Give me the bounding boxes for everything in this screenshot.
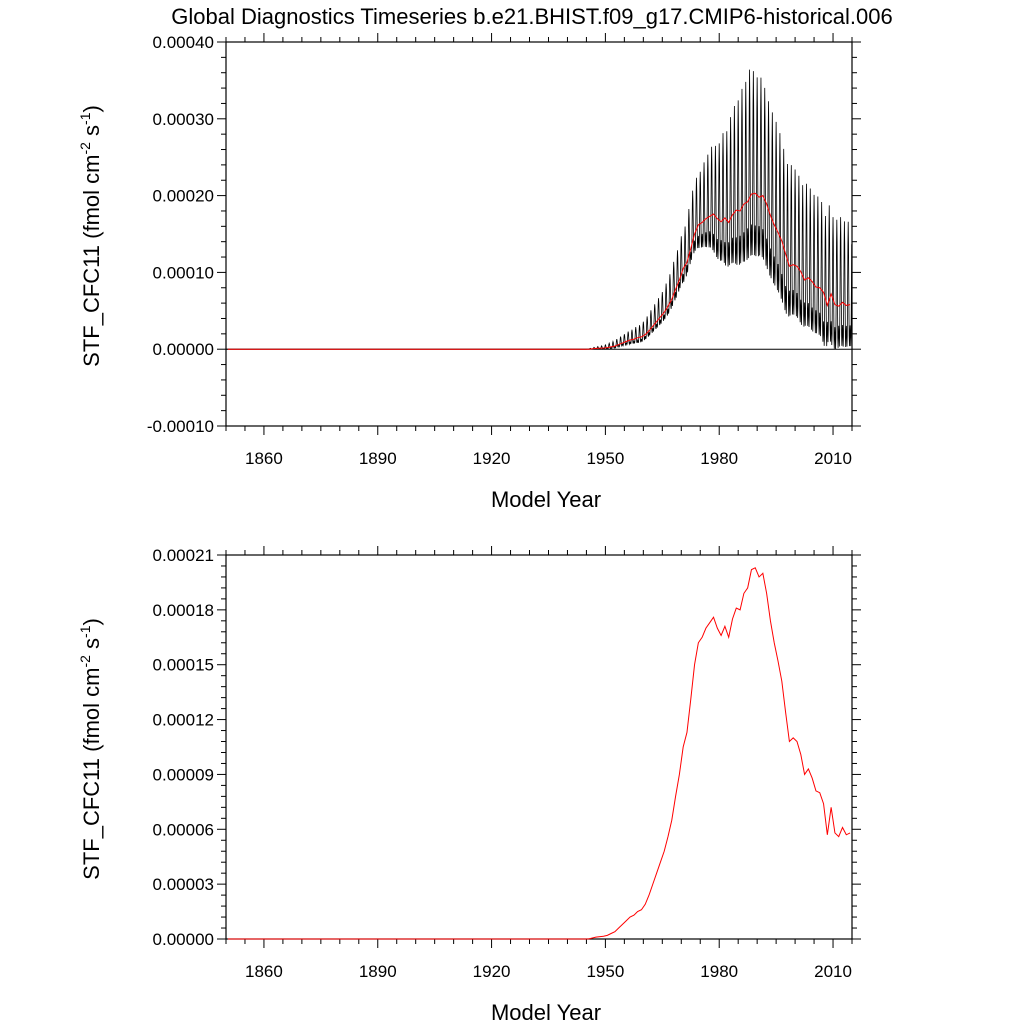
x-tick-label: 2010 [814, 962, 852, 981]
y-tick-label: 0.00030 [153, 110, 214, 129]
y-axis-label-text: STF_CFC11 (fmol cm [79, 155, 104, 367]
y-axis-label-text: s [79, 125, 104, 142]
y-axis-label: STF_CFC11 (fmol cm-2 s-1) [77, 105, 104, 367]
y-tick-label: 0.00009 [153, 765, 214, 784]
y-axis-label: STF_CFC11 (fmol cm-2 s-1) [77, 618, 104, 880]
y-tick-label: 0.00021 [153, 546, 214, 565]
x-axis-label: Model Year [491, 487, 601, 512]
plot-frame [225, 41, 853, 427]
y-tick-label: 0.00012 [153, 711, 214, 730]
y-tick-label: 0.00000 [153, 930, 214, 949]
y-axis-label-text: s [79, 638, 104, 655]
y-tick-label: 0.00040 [153, 33, 214, 52]
x-tick-label: 2010 [814, 449, 852, 468]
x-tick-label: 1860 [245, 962, 283, 981]
x-tick-label: 1890 [359, 449, 397, 468]
y-axis-label-text: ) [79, 618, 104, 625]
x-tick-label: 1980 [700, 449, 738, 468]
y-tick-label: 0.00018 [153, 601, 214, 620]
annual-mean-series-line [227, 567, 851, 940]
x-axis-label: Model Year [491, 1000, 601, 1024]
monthly-series-line [226, 69, 853, 350]
y-tick-label: 0.00006 [153, 820, 214, 839]
y-axis-label-text: STF_CFC11 (fmol cm [79, 668, 104, 880]
y-axis-label-exponent: -2 [77, 142, 93, 155]
y-tick-label: 0.00010 [153, 263, 214, 282]
bottom-panel-annual-mean: 1860 1890 1920 1950 1980 2010 0.00000 0.00003 0.… [77, 546, 861, 1024]
y-axis-label-exponent: -2 [77, 655, 93, 668]
y-axis-label-text: ) [79, 105, 104, 112]
x-tick-label: 1860 [245, 449, 283, 468]
x-tick-label: 1920 [473, 449, 511, 468]
plot-frame [225, 554, 853, 940]
figure-title: Global Diagnostics Timeseries b.e21.BHIS… [171, 4, 892, 29]
x-tick-label: 1920 [473, 962, 511, 981]
y-tick-label: 0.00020 [153, 187, 214, 206]
y-tick-label: 0.00000 [153, 340, 214, 359]
x-tick-label: 1980 [700, 962, 738, 981]
x-tick-label: 1890 [359, 962, 397, 981]
x-tick-label: 1950 [586, 962, 624, 981]
y-axis-label-exponent: -1 [77, 625, 93, 638]
y-tick-label: 0.00015 [153, 656, 214, 675]
y-axis-label-exponent: -1 [77, 112, 93, 125]
x-tick-label: 1950 [586, 449, 624, 468]
top-panel-monthly-and-annual: 1860 1890 1920 1950 1980 2010 -0.00010 0.00000 0… [77, 33, 861, 512]
annual-mean-series-line [227, 192, 851, 350]
y-tick-label: 0.00003 [153, 875, 214, 894]
y-tick-label: -0.00010 [147, 417, 214, 436]
